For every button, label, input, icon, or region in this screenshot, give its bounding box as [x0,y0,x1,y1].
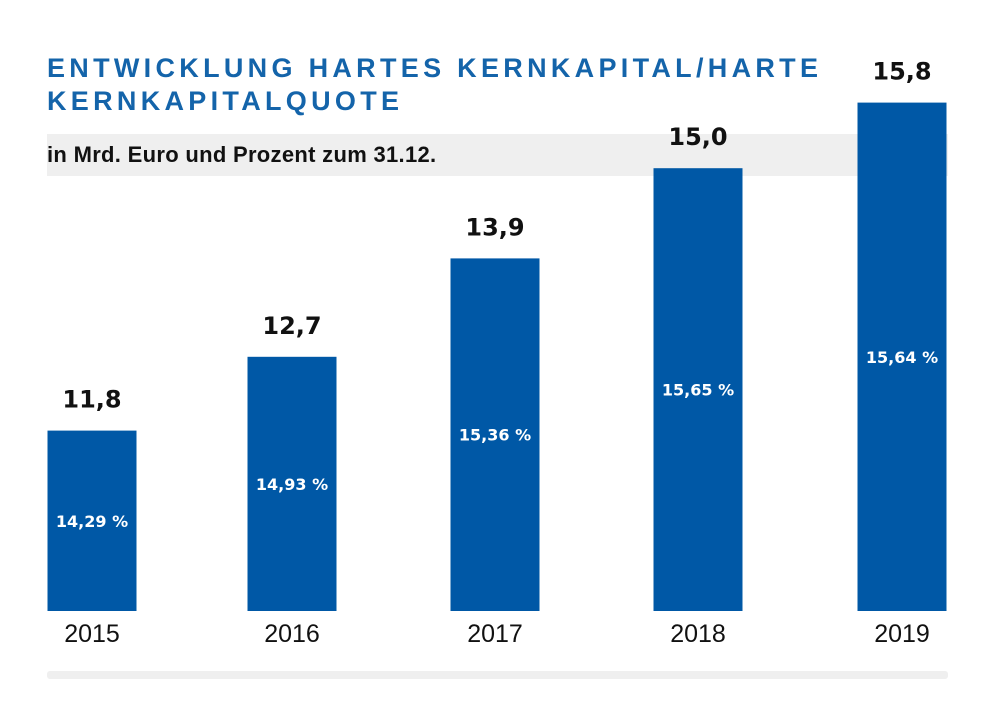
bar-2017 [450,258,540,611]
bar-2016 [247,356,337,611]
value-label-2016: 12,7 [262,312,321,340]
value-label-2019: 15,8 [872,58,931,86]
value-label-2017: 13,9 [465,213,524,241]
bar-2018 [653,168,743,611]
x-tick-2017: 2017 [467,620,523,648]
bar-2015 [47,430,137,611]
x-tick-2016: 2016 [264,620,320,648]
chart-title: ENTWICKLUNG HARTES KERNKAPITAL/HARTE KER… [47,53,823,116]
bar-2019 [857,102,947,611]
chart-subtitle: in Mrd. Euro und Prozent zum 31.12. [47,142,437,167]
value-label-2015: 11,8 [62,386,121,414]
percent-label-2018: 15,65 % [662,381,734,400]
percent-label-2017: 15,36 % [459,426,531,445]
x-tick-2019: 2019 [874,620,930,648]
percent-label-2019: 15,64 % [866,348,938,367]
percent-label-2016: 14,93 % [256,475,328,494]
value-label-2018: 15,0 [668,123,727,151]
subtitle-band: in Mrd. Euro und Prozent zum 31.12. [47,134,948,176]
bottom-divider [47,671,948,679]
x-tick-2018: 2018 [670,620,726,648]
x-tick-2015: 2015 [64,620,120,648]
percent-label-2015: 14,29 % [56,512,128,531]
